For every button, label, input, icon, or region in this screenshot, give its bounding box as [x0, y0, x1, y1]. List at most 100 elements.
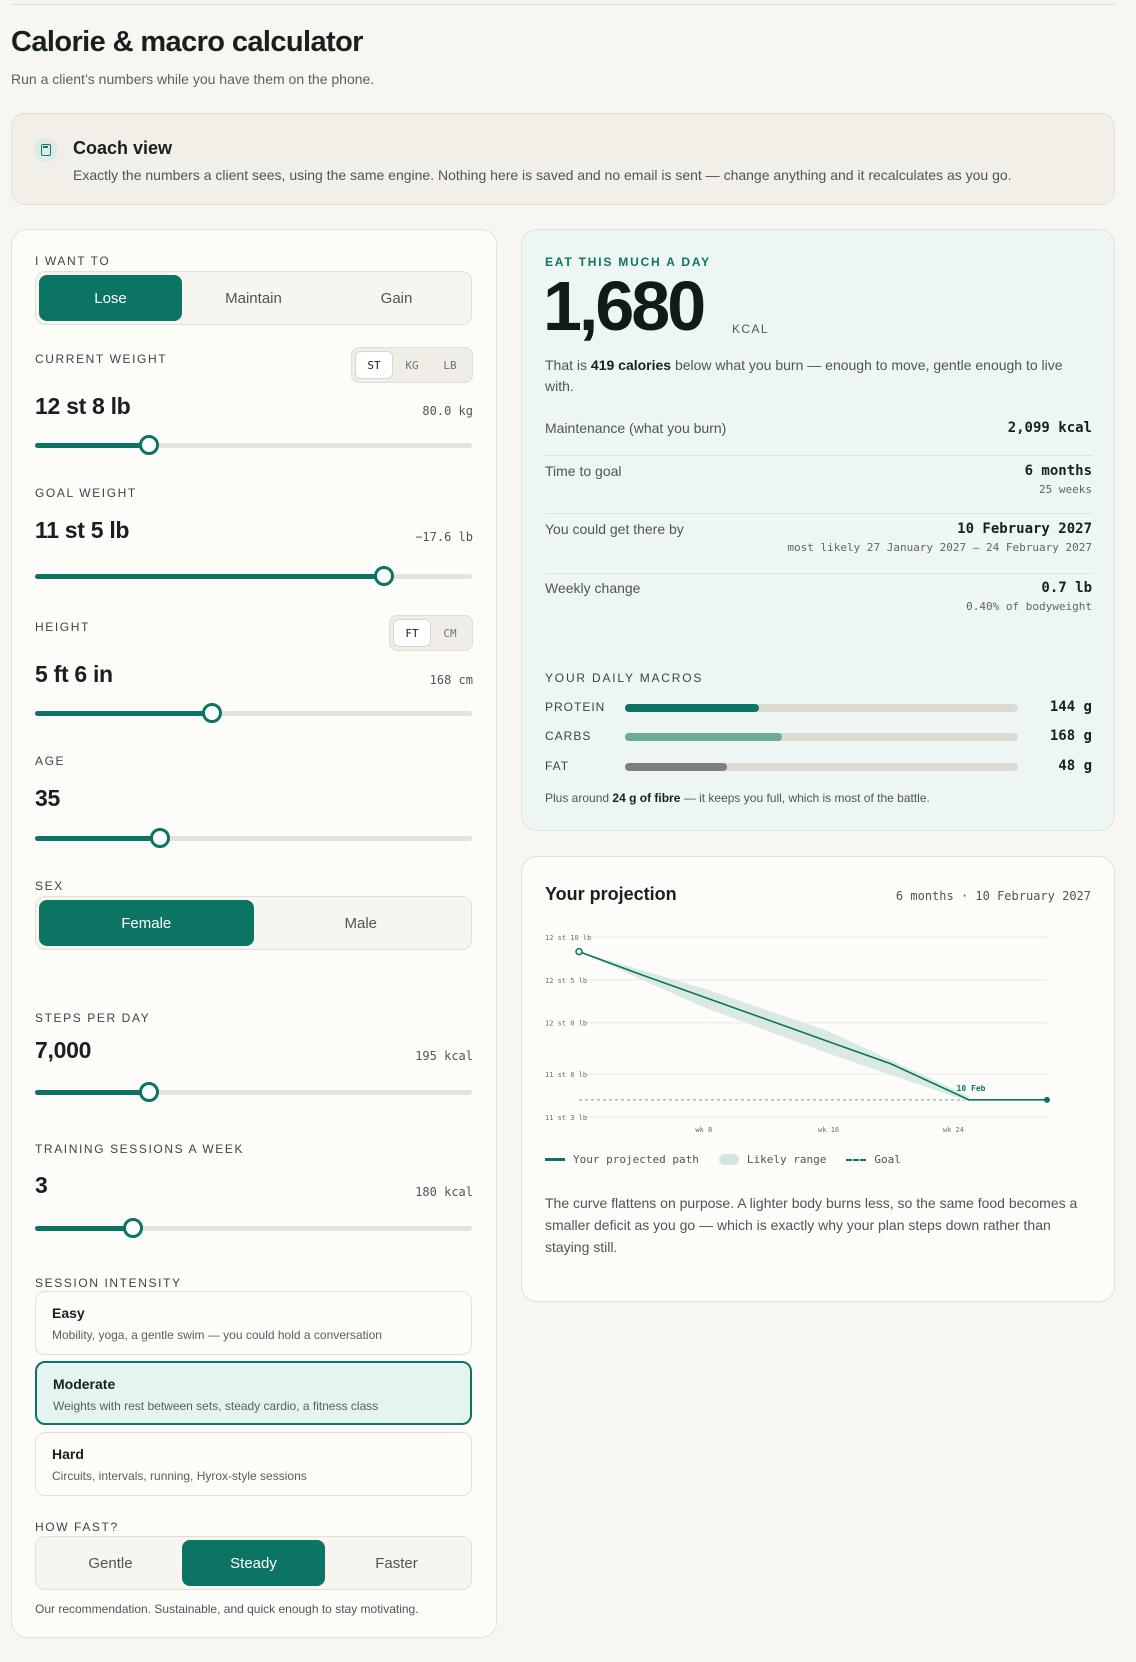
- row-value: 6 months: [1024, 463, 1092, 479]
- goal-date-label: 10 Feb: [957, 1084, 986, 1093]
- projection-card: Your projection 6 months · 10 February 2…: [521, 856, 1115, 1302]
- intensity-title: Moderate: [53, 1376, 116, 1392]
- unit-ft[interactable]: FT: [393, 619, 431, 647]
- training-slider[interactable]: [35, 1218, 472, 1238]
- y-tick-label: 12 st 0 lb: [545, 1020, 587, 1028]
- projection-note: The curve flattens on purpose. A lighter…: [545, 1195, 1078, 1255]
- slider-handle[interactable]: [138, 435, 159, 455]
- pace-option-gentle[interactable]: Gentle: [88, 1554, 133, 1572]
- height-unit-toggle: FT CM: [389, 615, 473, 651]
- result-label: EAT THIS MUCH A DAY: [545, 255, 711, 269]
- projected-path-line: [578, 950, 1047, 1101]
- weekly-change-row: Weekly change 0.7 lb 0.40% of bodyweight: [545, 580, 1092, 620]
- pace-option-faster[interactable]: Faster: [375, 1554, 418, 1572]
- training-value: 3: [35, 1172, 48, 1198]
- height-label: HEIGHT: [35, 620, 90, 634]
- intensity-title: Hard: [52, 1446, 84, 1462]
- current-weight-label: CURRENT WEIGHT: [35, 352, 168, 366]
- sex-option-male[interactable]: Male: [344, 914, 377, 932]
- legend-label: Goal: [874, 1153, 901, 1166]
- fibre-note: Plus around 24 g of fibre — it keeps you…: [545, 791, 930, 805]
- age-slider[interactable]: [35, 828, 472, 848]
- coach-view-text: Exactly the numbers a client sees, using…: [73, 167, 1012, 183]
- goal-option-maintain[interactable]: Maintain: [225, 289, 282, 307]
- sex-option-female[interactable]: Female: [39, 900, 254, 946]
- row-key: Maintenance (what you burn): [545, 420, 727, 436]
- slider-handle[interactable]: [149, 828, 170, 848]
- macro-bar: [625, 733, 1018, 741]
- fibre-text: Plus around: [545, 791, 613, 805]
- row-sub: 0.40% of bodyweight: [966, 600, 1092, 613]
- fibre-text: — it keeps you full, which is most of th…: [680, 791, 930, 805]
- start-point: [575, 947, 583, 956]
- unit-st[interactable]: ST: [355, 351, 393, 379]
- result-description: That is 419 calories below what you burn…: [545, 355, 1085, 397]
- macro-protein: PROTEIN 144 g: [545, 699, 1092, 717]
- y-tick-label: 11 st 8 lb: [545, 1071, 587, 1079]
- row-value: 10 February 2027: [957, 521, 1092, 537]
- sex-label: SEX: [35, 879, 64, 893]
- coach-view-title: Coach view: [73, 138, 173, 158]
- coach-view-banner: Coach view Exactly the numbers a client …: [11, 113, 1115, 205]
- steps-label: STEPS PER DAY: [35, 1011, 151, 1025]
- legend-item-range: Likely range: [718, 1153, 826, 1166]
- time-to-goal-row: Time to goal 6 months 25 weeks: [545, 463, 1092, 514]
- height-value: 5 ft 6 in: [35, 661, 113, 687]
- unit-lb[interactable]: LB: [443, 358, 457, 372]
- goal-toggle: Lose Maintain Gain: [35, 271, 472, 325]
- goal-weight-slider[interactable]: [35, 566, 472, 586]
- goal-date-row: You could get there by 10 February 2027 …: [545, 521, 1092, 574]
- goal-label: I WANT TO: [35, 254, 111, 268]
- path-swatch: [545, 1158, 565, 1161]
- page-subtitle: Run a client’s numbers while you have th…: [11, 71, 375, 87]
- fibre-amount: 24 g of fibre: [612, 791, 681, 805]
- kcal-unit: KCAL: [732, 322, 769, 336]
- row-value: 0.7 lb: [1041, 580, 1092, 596]
- slider-handle[interactable]: [138, 1082, 159, 1102]
- age-label: AGE: [35, 754, 66, 768]
- unit-kg[interactable]: KG: [405, 358, 419, 372]
- chart-legend: Your projected path Likely range Goal: [545, 1153, 921, 1166]
- sex-toggle: Female Male: [35, 896, 472, 950]
- slider-handle[interactable]: [373, 566, 394, 586]
- current-weight-slider[interactable]: [35, 435, 472, 455]
- pace-note: Our recommendation. Sustainable, and qui…: [35, 1602, 419, 1616]
- steps-slider[interactable]: [35, 1082, 472, 1102]
- row-key: Time to goal: [545, 463, 622, 479]
- unit-cm[interactable]: CM: [443, 626, 457, 640]
- slider-handle[interactable]: [201, 703, 222, 723]
- training-aside: 180 kcal: [415, 1185, 473, 1199]
- slider-handle[interactable]: [123, 1218, 144, 1238]
- steps-aside: 195 kcal: [415, 1049, 473, 1063]
- goal-swatch: [846, 1158, 867, 1161]
- y-tick-label: 12 st 5 lb: [545, 977, 587, 985]
- goal-option-gain[interactable]: Gain: [380, 289, 413, 307]
- desc-text: below what you burn — enough to move, ge…: [545, 357, 1063, 394]
- intensity-option-moderate[interactable]: Moderate Weights with rest between sets,…: [35, 1361, 472, 1425]
- weight-unit-toggle: ST KG LB: [351, 347, 473, 383]
- daily-target-card: EAT THIS MUCH A DAY 1,680 KCAL That is 4…: [521, 229, 1115, 831]
- intensity-desc: Circuits, intervals, running, Hyrox-styl…: [52, 1469, 307, 1483]
- intensity-option-easy[interactable]: Easy Mobility, yoga, a gentle swim — you…: [35, 1291, 472, 1355]
- calculator-form: I WANT TO Lose Maintain Gain CURRENT WEI…: [11, 229, 497, 1638]
- macro-grams: 144 g: [1049, 699, 1092, 715]
- macro-bar: [625, 704, 1018, 712]
- macro-name: FAT: [545, 759, 570, 773]
- row-value: 2,099 kcal: [1007, 420, 1092, 436]
- training-label: TRAINING SESSIONS A WEEK: [35, 1142, 245, 1156]
- likely-range-band: [579, 951, 969, 1102]
- x-tick-label: wk 16: [818, 1126, 839, 1134]
- pace-option-steady[interactable]: Steady: [182, 1540, 325, 1586]
- height-slider[interactable]: [35, 703, 472, 723]
- row-sub: most likely 27 January 2027 – 24 Februar…: [787, 541, 1092, 554]
- row-sub: 25 weeks: [1039, 483, 1092, 496]
- projection-title: Your projection: [545, 884, 677, 904]
- intensity-desc: Weights with rest between sets, steady c…: [53, 1399, 379, 1413]
- goal-option-lose[interactable]: Lose: [39, 275, 182, 321]
- current-weight-value: 12 st 8 lb: [35, 393, 131, 419]
- current-weight-aside: 80.0 kg: [422, 404, 473, 418]
- intensity-option-hard[interactable]: Hard Circuits, intervals, running, Hyrox…: [35, 1432, 472, 1496]
- macro-grams: 168 g: [1049, 728, 1092, 744]
- daily-kcal: 1,680: [543, 267, 706, 345]
- height-aside: 168 cm: [429, 673, 473, 687]
